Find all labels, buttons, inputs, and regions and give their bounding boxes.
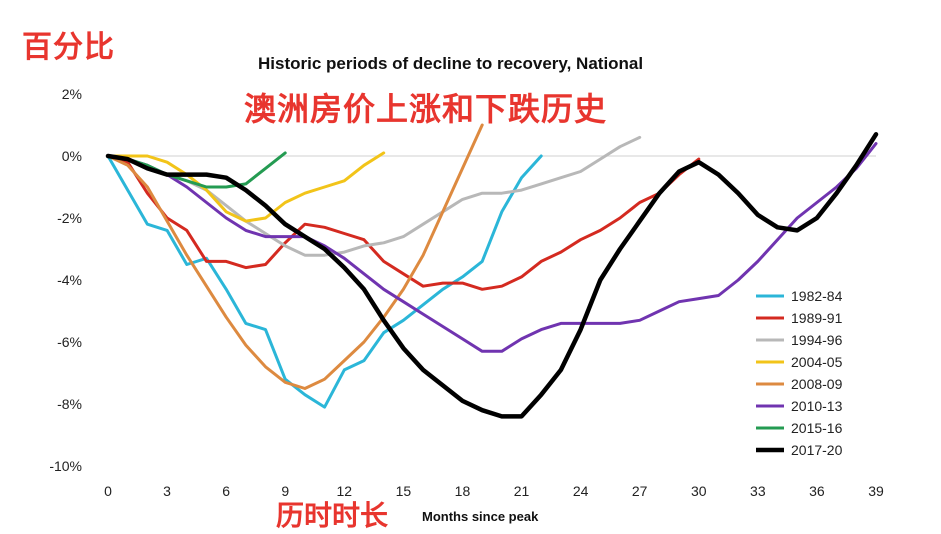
y-tick-label: -2% (57, 210, 82, 226)
legend: 1982-84 1989-91 1994-96 2004-05 2008-09 2010-… (756, 288, 843, 458)
x-tick-label: 0 (104, 483, 112, 499)
series-line-2010-13 (106, 142, 878, 353)
x-tick-label: 15 (396, 483, 412, 499)
y-axis: 2% 0% -2% -4% -6% -8% -10% (49, 86, 82, 474)
series-line-2004-05 (106, 151, 386, 223)
y-tick-label: 0% (62, 148, 82, 164)
x-tick-label: 18 (455, 483, 471, 499)
series-line-1982-84 (106, 154, 543, 409)
y-tick-label: -6% (57, 334, 82, 350)
y-tick-label: -8% (57, 396, 82, 412)
x-tick-label: 21 (514, 483, 530, 499)
legend-label: 2004-05 (791, 354, 843, 370)
series-line-1989-91 (106, 154, 701, 291)
x-axis-label: Months since peak (422, 509, 539, 524)
y-tick-label: -4% (57, 272, 82, 288)
x-tick-label: 33 (750, 483, 766, 499)
legend-label: 1989-91 (791, 310, 843, 326)
y-tick-label: -10% (49, 458, 82, 474)
chart-title: Historic periods of decline to recovery,… (258, 54, 644, 73)
legend-label: 2010-13 (791, 398, 843, 414)
x-tick-label: 27 (632, 483, 648, 499)
series-line-2017-20 (105, 132, 879, 419)
x-axis: 0 3 6 9 12 15 18 21 24 27 30 33 36 39 (104, 483, 884, 499)
legend-label: 2017-20 (791, 442, 843, 458)
x-tick-label: 3 (163, 483, 171, 499)
legend-label: 2008-09 (791, 376, 843, 392)
y-tick-label: 2% (62, 86, 82, 102)
subtitle-annotation: 澳洲房价上涨和下跌历史 (244, 90, 608, 128)
series-layer (105, 123, 879, 419)
x-tick-label: 9 (281, 483, 289, 499)
x-tick-label: 30 (691, 483, 707, 499)
x-tick-label: 6 (222, 483, 230, 499)
x-tick-label: 12 (337, 483, 353, 499)
x-unit-annotation: 历时时长 (276, 499, 389, 532)
x-tick-label: 24 (573, 483, 589, 499)
legend-label: 1994-96 (791, 332, 843, 348)
x-tick-label: 36 (809, 483, 825, 499)
series-line-1994-96 (106, 135, 642, 257)
series-line-2008-09 (106, 123, 484, 390)
x-tick-label: 39 (868, 483, 884, 499)
legend-label: 1982-84 (791, 288, 843, 304)
legend-label: 2015-16 (791, 420, 843, 436)
y-unit-annotation: 百分比 (22, 30, 115, 65)
